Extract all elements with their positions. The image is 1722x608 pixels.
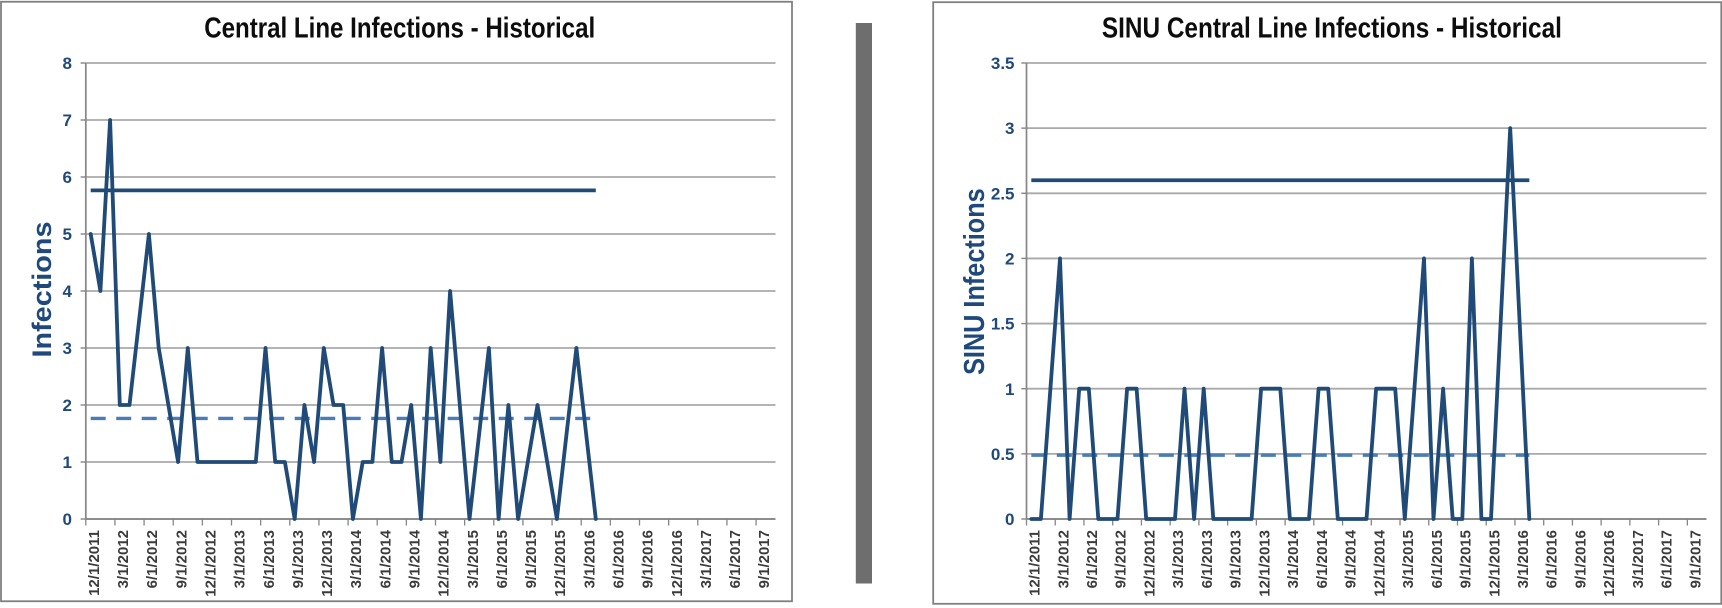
svg-text:Infections: Infections (27, 222, 57, 358)
svg-text:6/1/2012: 6/1/2012 (1084, 530, 1101, 588)
svg-text:12/1/2015: 12/1/2015 (1486, 530, 1503, 597)
svg-text:3/1/2014: 3/1/2014 (1285, 529, 1302, 588)
svg-text:6/1/2014: 6/1/2014 (377, 529, 394, 588)
svg-text:12/1/2016: 12/1/2016 (1601, 530, 1618, 597)
svg-text:9/1/2012: 9/1/2012 (1113, 530, 1130, 588)
svg-text:12/1/2014: 12/1/2014 (436, 529, 453, 596)
svg-text:6/1/2013: 6/1/2013 (261, 530, 278, 588)
svg-text:6/1/2016: 6/1/2016 (610, 530, 627, 588)
svg-text:6: 6 (63, 168, 72, 187)
svg-text:6/1/2012: 6/1/2012 (144, 530, 161, 588)
svg-text:12/1/2012: 12/1/2012 (202, 530, 219, 597)
svg-text:5: 5 (63, 225, 72, 244)
svg-text:9/1/2013: 9/1/2013 (290, 530, 307, 588)
svg-text:3/1/2015: 3/1/2015 (465, 530, 482, 588)
svg-text:1.5: 1.5 (991, 315, 1015, 334)
svg-text:6/1/2015: 6/1/2015 (494, 530, 511, 588)
svg-text:9/1/2017: 9/1/2017 (1687, 530, 1704, 588)
svg-text:9/1/2017: 9/1/2017 (756, 530, 773, 588)
svg-text:3: 3 (63, 339, 72, 358)
svg-text:Central Line Infections - Hist: Central Line Infections - Historical (204, 13, 595, 45)
svg-text:1: 1 (63, 453, 72, 472)
svg-text:9/1/2014: 9/1/2014 (406, 529, 423, 588)
svg-text:1: 1 (1005, 380, 1014, 399)
svg-text:SINU Infections: SINU Infections (959, 188, 991, 375)
svg-text:0.5: 0.5 (991, 445, 1015, 464)
svg-text:12/1/2011: 12/1/2011 (1027, 530, 1044, 596)
svg-text:9/1/2016: 9/1/2016 (1572, 530, 1589, 588)
svg-text:9/1/2014: 9/1/2014 (1343, 529, 1360, 588)
svg-text:9/1/2016: 9/1/2016 (640, 530, 657, 588)
svg-text:2: 2 (63, 396, 72, 415)
svg-text:12/1/2015: 12/1/2015 (552, 530, 569, 597)
svg-text:3/1/2016: 3/1/2016 (1515, 530, 1532, 588)
svg-text:2: 2 (1005, 250, 1014, 269)
svg-text:9/1/2015: 9/1/2015 (1458, 530, 1475, 588)
svg-text:6/1/2016: 6/1/2016 (1544, 530, 1561, 588)
svg-text:6/1/2013: 6/1/2013 (1199, 530, 1216, 588)
svg-text:12/1/2014: 12/1/2014 (1371, 529, 1388, 596)
svg-text:3/1/2017: 3/1/2017 (698, 530, 715, 588)
svg-text:3/1/2014: 3/1/2014 (348, 529, 365, 588)
svg-text:0: 0 (1005, 510, 1014, 529)
svg-text:6/1/2015: 6/1/2015 (1429, 530, 1446, 588)
svg-text:7: 7 (63, 111, 72, 130)
svg-text:3/1/2017: 3/1/2017 (1630, 530, 1647, 588)
svg-text:3/1/2012: 3/1/2012 (1055, 530, 1072, 588)
svg-text:3/1/2015: 3/1/2015 (1400, 530, 1417, 588)
svg-text:9/1/2012: 9/1/2012 (173, 530, 190, 588)
svg-text:8: 8 (63, 54, 72, 73)
svg-text:6/1/2017: 6/1/2017 (727, 530, 744, 588)
svg-text:3.5: 3.5 (991, 54, 1015, 73)
svg-text:2.5: 2.5 (991, 184, 1015, 203)
svg-text:4: 4 (63, 282, 73, 301)
svg-text:9/1/2015: 9/1/2015 (523, 530, 540, 588)
svg-text:0: 0 (63, 510, 72, 529)
svg-text:9/1/2013: 9/1/2013 (1228, 530, 1245, 588)
svg-text:12/1/2016: 12/1/2016 (669, 530, 686, 597)
svg-text:12/1/2013: 12/1/2013 (1256, 530, 1273, 597)
svg-text:12/1/2011: 12/1/2011 (86, 530, 103, 596)
svg-text:3: 3 (1005, 119, 1014, 138)
svg-text:6/1/2017: 6/1/2017 (1659, 530, 1676, 588)
svg-text:3/1/2013: 3/1/2013 (232, 530, 249, 588)
svg-text:SINU Central Line Infections -: SINU Central Line Infections - Historica… (1102, 13, 1562, 45)
svg-text:12/1/2013: 12/1/2013 (319, 530, 336, 597)
svg-text:12/1/2012: 12/1/2012 (1141, 530, 1158, 597)
svg-text:3/1/2013: 3/1/2013 (1170, 530, 1187, 588)
svg-text:3/1/2016: 3/1/2016 (581, 530, 598, 588)
svg-text:3/1/2012: 3/1/2012 (115, 530, 132, 588)
svg-text:6/1/2014: 6/1/2014 (1314, 529, 1331, 588)
